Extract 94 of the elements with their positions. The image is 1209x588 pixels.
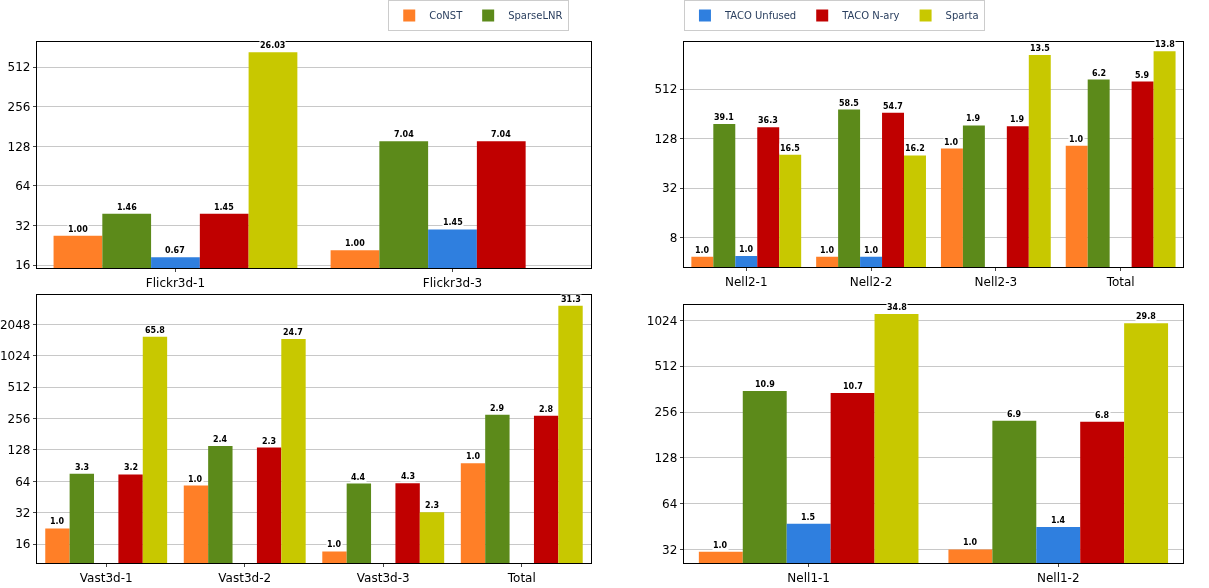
y-tick-label: 32 — [662, 542, 678, 557]
x-tick-label: Nell2-2 — [849, 274, 893, 289]
annotation: 1.45 — [214, 203, 235, 212]
y-tick-label: 1024 — [646, 313, 678, 328]
annotation: 1.0 — [695, 246, 710, 255]
y-tick-label: 256 — [654, 405, 678, 420]
x-tick-label: Vast3d-2 — [218, 570, 272, 585]
annotation: 10.9 — [755, 380, 776, 389]
annotation: 2.3 — [425, 501, 440, 510]
legend-label: TACO Unfused — [723, 10, 797, 22]
y-tick-label: 512 — [654, 359, 678, 374]
annotation: 1.00 — [68, 225, 89, 234]
annotation: 1.0 — [864, 246, 879, 255]
y-tick-label: 8 — [669, 230, 678, 245]
annotation: 1.46 — [117, 203, 138, 212]
annotation: 13.5 — [1030, 44, 1051, 53]
annotation: 3.2 — [124, 463, 139, 472]
annotation: 2.4 — [213, 435, 228, 444]
annotation: 16.2 — [905, 144, 925, 153]
annotation: 1.5 — [801, 513, 816, 522]
annotation: 3.3 — [75, 463, 90, 472]
annotation: 24.7 — [283, 328, 303, 337]
y-tick-label: 128 — [654, 451, 678, 466]
annotation: 13.8 — [1155, 40, 1176, 49]
y-tick-label: 512 — [654, 82, 678, 97]
annotation: 36.3 — [758, 116, 778, 125]
y-tick-label: 64 — [662, 496, 678, 511]
y-tick-label: 32 — [15, 218, 31, 233]
annotation: 1.0 — [944, 138, 959, 147]
annotation: 4.3 — [401, 472, 416, 481]
annotation: 4.4 — [351, 473, 366, 482]
y-tick-label: 256 — [7, 99, 31, 114]
annotation: 29.8 — [1136, 312, 1157, 321]
y-tick-label: 512 — [7, 380, 31, 395]
y-tick-label: 32 — [15, 505, 31, 520]
annotation: 7.04 — [491, 130, 512, 139]
annotation: 1.4 — [1051, 516, 1066, 525]
annotation: 26.03 — [260, 41, 286, 50]
legend-label: CoNST — [429, 10, 464, 22]
annotation: 1.0 — [963, 538, 978, 547]
x-tick-label: Flickr3d-1 — [145, 275, 206, 290]
y-tick-label: 512 — [7, 60, 31, 75]
annotation: 58.5 — [839, 99, 860, 108]
annotation: 1.0 — [327, 540, 342, 549]
y-tick-label: 64 — [15, 179, 31, 194]
annotation: 65.8 — [145, 326, 166, 335]
x-tick-label: Nell1-1 — [787, 570, 830, 585]
annotation: 1.0 — [466, 452, 481, 461]
y-tick-label: 1024 — [0, 349, 31, 364]
legend-label: TACO N-ary — [841, 10, 900, 22]
y-tick-label: 32 — [662, 181, 678, 196]
annotation: 16.5 — [780, 144, 801, 153]
annotation: 2.8 — [539, 405, 554, 414]
annotation: 39.1 — [714, 113, 735, 122]
annotation: 5.9 — [1135, 71, 1150, 80]
annotation: 6.9 — [1007, 410, 1022, 419]
annotation: 6.2 — [1092, 69, 1107, 78]
y-tick-label: 16 — [15, 537, 31, 552]
x-tick-label: Nell2-3 — [974, 274, 1018, 289]
annotation: 1.9 — [1010, 115, 1025, 124]
x-tick-label: Flickr3d-3 — [422, 275, 483, 290]
annotation: 10.7 — [843, 382, 863, 391]
annotation: 1.0 — [739, 245, 754, 254]
x-tick-label: Total — [1105, 274, 1135, 289]
annotation: 7.04 — [394, 130, 415, 139]
x-tick-label: Total — [506, 570, 536, 585]
y-tick-label: 256 — [7, 411, 31, 426]
x-tick-label: Nell1-2 — [1036, 570, 1080, 585]
annotation: 1.00 — [345, 239, 366, 248]
legend-label: SparseLNR — [508, 10, 563, 22]
annotation: 1.0 — [1069, 135, 1084, 144]
annotation: 6.8 — [1095, 411, 1110, 420]
annotation: 1.0 — [50, 517, 65, 526]
x-tick-label: Vast3d-3 — [356, 570, 410, 585]
annotation: 1.45 — [443, 218, 464, 227]
legend-label: Sparta — [945, 10, 979, 22]
annotation: 1.9 — [966, 114, 981, 123]
y-tick-label: 64 — [15, 474, 31, 489]
annotation: 31.3 — [561, 295, 581, 304]
annotation: 1.0 — [713, 541, 728, 550]
annotation: 1.0 — [820, 246, 835, 255]
annotation: 1.0 — [188, 475, 203, 484]
annotation: 2.3 — [262, 437, 277, 446]
y-tick-label: 2048 — [0, 317, 31, 332]
x-tick-label: Vast3d-1 — [79, 570, 133, 585]
annotation: 34.8 — [887, 303, 908, 312]
annotation: 0.67 — [165, 246, 185, 255]
annotation: 54.7 — [883, 102, 903, 111]
y-tick-label: 128 — [7, 139, 31, 154]
x-tick-label: Nell2-1 — [724, 274, 768, 289]
y-tick-label: 128 — [654, 131, 678, 146]
y-tick-label: 128 — [7, 443, 31, 458]
annotation: 2.9 — [490, 404, 505, 413]
y-tick-label: 16 — [15, 258, 31, 273]
